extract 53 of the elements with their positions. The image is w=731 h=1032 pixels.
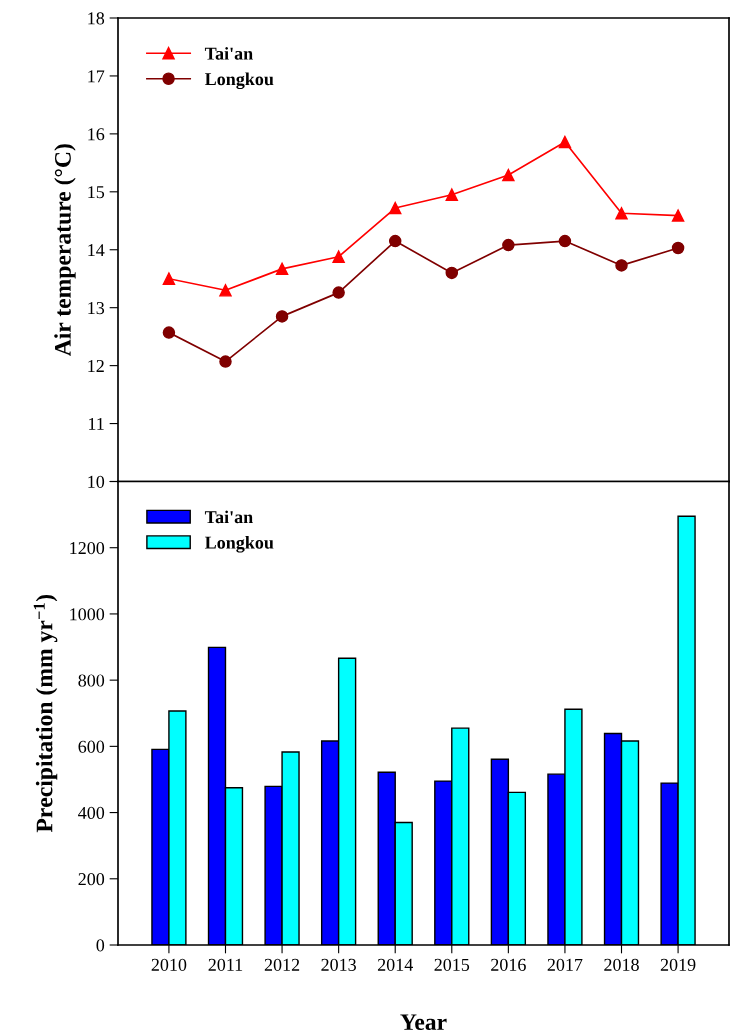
y-tick-label: 1000 (70, 608, 105, 621)
y-tick-label: 1200 (70, 541, 105, 555)
y-tick-label: 18 (88, 12, 105, 25)
y-axis-title: Air temperature (°C) (54, 144, 76, 357)
y-tick-label: 15 (88, 186, 105, 199)
point (332, 250, 345, 263)
y-tick-label: 400 (78, 806, 105, 820)
point (445, 266, 459, 280)
point (558, 135, 572, 149)
x-tick-label: 2013 (321, 958, 356, 971)
y-tick-label: 0 (96, 939, 105, 952)
legend-label: Tai'an (204, 47, 253, 60)
point (162, 272, 176, 285)
y-tick-label: 14 (88, 244, 105, 257)
point (219, 284, 232, 297)
y-tick-label: 800 (78, 674, 105, 687)
point (275, 262, 289, 276)
y-tick-label: 600 (78, 740, 105, 753)
y-tick-label: 13 (88, 302, 105, 315)
x-axis-title: Year (400, 1014, 447, 1031)
x-tick-label: 2011 (208, 958, 243, 971)
y-tick-label: 200 (78, 873, 105, 886)
x-tick-label: 2018 (604, 958, 639, 971)
point (219, 355, 232, 368)
point (615, 206, 628, 220)
y-tick-label: 17 (88, 70, 105, 83)
point (332, 286, 345, 299)
point (671, 209, 685, 222)
x-tick-label: 2012 (264, 958, 300, 971)
x-tick-label: 2019 (660, 958, 696, 971)
legend-label: Longkou (204, 536, 274, 553)
point (275, 310, 289, 323)
x-tick-label: 2017 (547, 958, 583, 971)
legend-label: Tai'an (204, 510, 253, 524)
x-tick-label: 2010 (151, 958, 187, 971)
x-tick-label: 2016 (491, 958, 526, 971)
point (502, 238, 515, 252)
x-tick-label: 2014 (377, 958, 413, 971)
x-tick-label: 2015 (434, 958, 470, 971)
point (671, 241, 685, 255)
point (502, 168, 515, 182)
y-tick-label: 12 (88, 359, 104, 372)
point (388, 201, 402, 215)
point (162, 326, 176, 339)
point (388, 234, 402, 248)
point (445, 188, 459, 201)
y-tick-label: 10 (88, 475, 105, 488)
y-axis-title: Precipitation (mm yr$^{−1}$) (33, 594, 58, 833)
legend-label: Longkou (204, 72, 274, 90)
y-tick-label: 16 (88, 128, 105, 141)
point (615, 259, 628, 272)
point (558, 234, 572, 248)
y-tick-label: 11 (89, 417, 104, 430)
